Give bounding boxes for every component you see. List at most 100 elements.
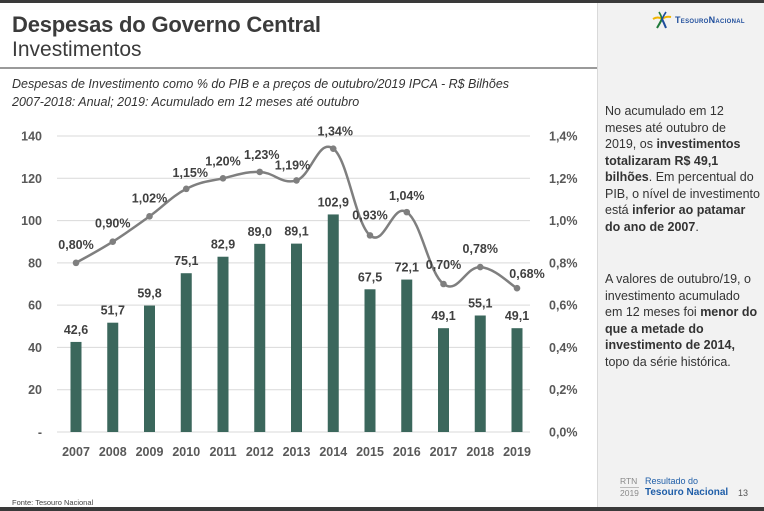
line-data-label: 0,78% bbox=[463, 242, 498, 256]
bar bbox=[401, 279, 413, 432]
line-marker bbox=[403, 208, 411, 216]
x-tick-label: 2011 bbox=[209, 445, 236, 459]
bar bbox=[511, 328, 523, 432]
tesouro-nacional-logo: TesouroNacional bbox=[652, 11, 745, 29]
x-tick-label: 2015 bbox=[356, 445, 384, 459]
line-data-label: 0,93% bbox=[352, 208, 387, 222]
bar-data-label: 89,0 bbox=[248, 225, 272, 239]
right-tick-label: 0,6% bbox=[549, 299, 578, 313]
bar bbox=[438, 328, 449, 432]
line-data-label: 1,02% bbox=[132, 191, 167, 205]
bar-data-labels: 42,6 51,7 59,8 75,1 82,9 89,0 89,1 102,9 67,5 72,… bbox=[64, 195, 529, 336]
bar-data-label: 51,7 bbox=[101, 304, 125, 318]
bar bbox=[180, 273, 192, 432]
bottom-border bbox=[0, 507, 764, 511]
bar-data-label: 59,8 bbox=[137, 287, 161, 301]
x-tick-label: 2019 bbox=[503, 445, 531, 459]
right-tick-label: 0,0% bbox=[549, 426, 578, 440]
left-tick-label: - bbox=[38, 426, 42, 440]
summary-p2-segment: A valores de outubro/19, o investimento … bbox=[605, 272, 751, 319]
x-tick-label: 2007 bbox=[62, 445, 90, 459]
x-axis-labels: 2007 2008 2009 2010 2011 2012 2013 2014 2015 2016… bbox=[62, 445, 531, 459]
summary-paragraph-2: A valores de outubro/19, o investimento … bbox=[605, 271, 760, 370]
x-tick-label: 2013 bbox=[283, 445, 311, 459]
line-data-label: 0,68% bbox=[509, 267, 544, 281]
source-note: Fonte: Tesouro Nacional bbox=[12, 498, 94, 507]
title-divider bbox=[0, 67, 597, 69]
summary-p1-segment: . bbox=[695, 219, 699, 234]
line-data-label: 1,04% bbox=[389, 189, 424, 203]
line-marker bbox=[513, 284, 521, 292]
summary-paragraph-1: No acumulado em 12 meses até outubro de … bbox=[605, 103, 760, 235]
line-data-label: 0,80% bbox=[58, 238, 93, 252]
right-tick-label: 0,2% bbox=[549, 383, 578, 397]
line-data-label: 1,15% bbox=[173, 166, 208, 180]
left-tick-label: 100 bbox=[21, 214, 42, 228]
bar-data-label: 55,1 bbox=[468, 297, 492, 311]
bar bbox=[327, 214, 339, 432]
summary-p1-segment: inferior ao patamar do ano de 2007 bbox=[605, 203, 746, 234]
bar bbox=[107, 322, 119, 432]
logo-text: TesouroNacional bbox=[675, 15, 745, 25]
bar-data-label: 42,6 bbox=[64, 323, 88, 337]
footer-rtn: RTN 2019 bbox=[620, 476, 639, 499]
line-marker bbox=[293, 177, 300, 184]
bar-data-label: 49,1 bbox=[505, 309, 529, 323]
top-border bbox=[0, 0, 764, 3]
left-tick-label: 20 bbox=[28, 383, 42, 397]
line-marker bbox=[329, 145, 337, 152]
right-tick-label: 1,4% bbox=[549, 130, 578, 144]
left-tick-label: 80 bbox=[28, 256, 42, 270]
page-number: 13 bbox=[738, 488, 749, 498]
bar-data-label: 75,1 bbox=[174, 254, 198, 268]
right-axis-ticks: 0,0% 0,2% 0,4% 0,6% 0,8% 1,0% 1,2% 1,4% bbox=[549, 130, 578, 440]
line-marker bbox=[182, 185, 190, 193]
left-tick-label: 140 bbox=[21, 130, 42, 144]
x-tick-label: 2012 bbox=[246, 445, 274, 459]
bar-data-label: 102,9 bbox=[318, 195, 349, 209]
investment-chart: - 20 40 60 80 100 120 140 0,0% 0,2% 0,4% 0,6% 0,8% 1… bbox=[21, 125, 578, 459]
bar bbox=[217, 256, 229, 432]
summary-p1-segment: No acumulado em 12 meses até outubro de … bbox=[605, 104, 726, 151]
bar bbox=[474, 315, 486, 432]
bar bbox=[144, 305, 155, 432]
chart-description-line1: Despesas de Investimento como % do PIB e… bbox=[12, 77, 510, 91]
right-tick-label: 0,4% bbox=[549, 341, 578, 355]
bar bbox=[254, 243, 266, 432]
summary-p2-segment: menor do que a metade do investimento de… bbox=[605, 305, 758, 352]
line-marker bbox=[109, 238, 117, 246]
x-tick-label: 2018 bbox=[466, 445, 494, 459]
bar-data-label: 67,5 bbox=[358, 270, 382, 284]
bar bbox=[70, 341, 82, 432]
line-marker bbox=[219, 174, 227, 182]
right-tick-label: 1,2% bbox=[549, 172, 578, 186]
bar bbox=[364, 289, 376, 432]
x-tick-label: 2009 bbox=[136, 445, 164, 459]
left-tick-label: 40 bbox=[28, 341, 42, 355]
page-subtitle: Investimentos bbox=[12, 38, 142, 61]
chart-description-line2: 2007-2018: Anual; 2019: Acumulado em 12 … bbox=[12, 95, 360, 109]
pib-percent-markers bbox=[72, 145, 521, 292]
side-panel bbox=[597, 3, 764, 507]
tesouro-nacional-logo-icon bbox=[652, 11, 672, 29]
left-tick-label: 120 bbox=[21, 172, 42, 186]
line-data-label: 0,70% bbox=[426, 258, 461, 272]
bar-series bbox=[70, 214, 523, 432]
page-title: Despesas do Governo Central bbox=[12, 12, 321, 37]
line-data-label: 0,90% bbox=[95, 217, 130, 231]
left-tick-label: 60 bbox=[28, 299, 42, 313]
line-marker bbox=[366, 232, 374, 239]
x-tick-label: 2014 bbox=[319, 445, 347, 459]
x-tick-label: 2016 bbox=[393, 445, 421, 459]
line-marker bbox=[440, 280, 447, 288]
line-data-label: 1,23% bbox=[244, 148, 279, 162]
summary-p2-segment: topo da série histórica. bbox=[605, 354, 731, 369]
line-data-label: 1,19% bbox=[275, 158, 310, 172]
pib-percent-data-labels: 0,80%0,90%1,02% 1,15%1,20% 1,23%1,19% 1,34%… bbox=[58, 125, 544, 282]
footer-title-line2: Tesouro Nacional bbox=[645, 487, 729, 498]
line-marker bbox=[476, 263, 484, 271]
right-tick-label: 0,8% bbox=[549, 256, 578, 270]
line-marker bbox=[256, 168, 264, 176]
line-data-label: 1,34% bbox=[318, 125, 353, 139]
line-data-label: 1,20% bbox=[205, 154, 240, 168]
